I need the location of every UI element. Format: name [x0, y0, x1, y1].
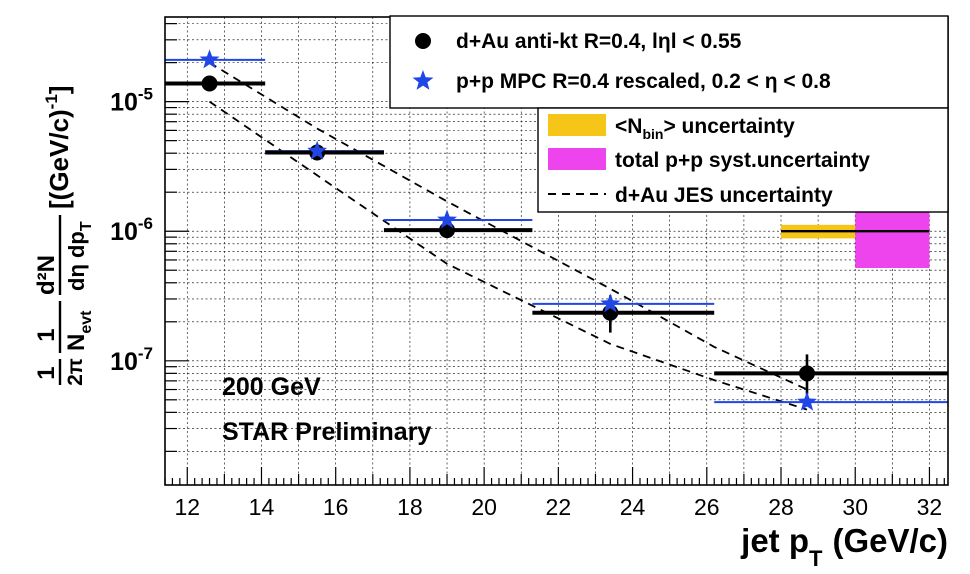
legend-nbin-swatch [548, 114, 606, 136]
dau-point [439, 222, 456, 239]
pp-syst-uncertainty-box [855, 206, 930, 269]
x-tick-label: 20 [471, 494, 497, 520]
legend-top-label: p+p MPC R=0.4 rescaled, 0.2 < η < 0.8 [456, 70, 831, 93]
y-title-units-main: [(GeV/c) [44, 109, 74, 209]
normalization-uncertainty [781, 206, 930, 269]
pp-point [307, 140, 328, 160]
pp-point [600, 293, 621, 313]
jes-band-upper [209, 61, 808, 391]
y-title-frac2-den: Nevt [63, 310, 95, 351]
legend-pp-swatch [548, 148, 606, 170]
y-title-frac3-num: d²N [33, 255, 60, 295]
y-title-frac3-den: dη dpT [64, 221, 95, 291]
legend-bottom: <Nbin> uncertainty total p+p syst.uncerta… [537, 107, 949, 213]
x-tick-label: 18 [397, 494, 423, 520]
legend-top: d+Au anti-kt R=0.4, lηl < 0.55 p+p MPC R=… [389, 15, 949, 109]
y-tick-label-base: 10 [110, 218, 138, 246]
y-title-frac3-den-main: dη dp [64, 231, 89, 291]
y-tick-label-exp: -6 [138, 214, 153, 233]
y-axis-title: 1 2π 1 Nevt d²N dη dpT [(GeV/c)-1] [33, 86, 95, 386]
y-title-frac3-den-sub: T [78, 221, 95, 231]
x-tick-label: 30 [842, 494, 868, 520]
pp-point [437, 209, 458, 229]
x-tick-label: 32 [917, 494, 943, 520]
legend-star-marker [412, 70, 434, 90]
y-tick-label-exp: -5 [138, 85, 153, 104]
dau-point [201, 75, 218, 92]
x-tick-label: 24 [620, 494, 646, 520]
y-title-units-close: ] [44, 86, 74, 95]
y-tick-label: 10-5 [110, 85, 153, 117]
y-title-frac1-num: 1 [33, 366, 60, 379]
jes-uncertainty-band [208, 61, 808, 411]
y-tick-label: 10-7 [110, 344, 153, 376]
annotation-preliminary: STAR Preliminary [222, 418, 431, 446]
legend-bottom-label: d+Au JES uncertainty [615, 184, 833, 207]
legend-circle-marker [415, 33, 431, 49]
jes-band-lower [208, 100, 808, 411]
y-title-frac2-den-sub: evt [78, 310, 95, 334]
axis-ticks [164, 23, 945, 485]
x-tick-label: 12 [174, 494, 200, 520]
x-tick-label: 22 [546, 494, 572, 520]
y-tick-label-base: 10 [110, 348, 138, 376]
annotation-energy: 200 GeV [222, 373, 321, 401]
x-tick-label: 16 [323, 494, 349, 520]
legend-nbin-post: > uncertainty [663, 115, 795, 138]
pp-point [797, 391, 817, 411]
legend-nbin-pre: <N [615, 115, 642, 138]
legend-nbin-sub: bin [642, 126, 663, 142]
x-tick-label: 26 [694, 494, 720, 520]
legend-bottom-label: total p+p syst.uncertainty [615, 149, 870, 172]
legend-top-label: d+Au anti-kt R=0.4, lηl < 0.55 [456, 30, 742, 53]
x-tick-label: 28 [768, 494, 794, 520]
legend-top-frame [389, 15, 949, 109]
y-tick-label: 10-6 [110, 214, 153, 246]
y-title-units-exp: -1 [42, 94, 61, 109]
legend-bottom-frame [537, 107, 949, 213]
pp-point [199, 49, 220, 69]
y-tick-label-exp: -7 [138, 344, 153, 363]
x-axis-title-sub: T [809, 546, 823, 571]
y-title-frac2-num: 1 [33, 328, 60, 341]
x-axis-title-units: (GeV/c) [832, 522, 948, 559]
x-axis-title-main: jet p [740, 522, 809, 559]
y-title-frac1-den: 2π [64, 358, 87, 386]
x-tick-label: 14 [249, 494, 275, 520]
legend-bottom-label: <Nbin> uncertainty [615, 115, 795, 142]
x-axis-title: jet pT (GeV/c) [740, 522, 948, 571]
data-series [165, 49, 948, 411]
y-tick-label-base: 10 [110, 89, 138, 117]
y-title-frac2-den-main: N [63, 334, 90, 351]
legend-top-entries: d+Au anti-kt R=0.4, lηl < 0.55 p+p MPC R=… [412, 30, 831, 93]
y-title-units: [(GeV/c)-1] [42, 86, 74, 209]
legend-bottom-entries: <Nbin> uncertainty total p+p syst.uncerta… [548, 114, 870, 207]
dau-point [798, 365, 815, 382]
